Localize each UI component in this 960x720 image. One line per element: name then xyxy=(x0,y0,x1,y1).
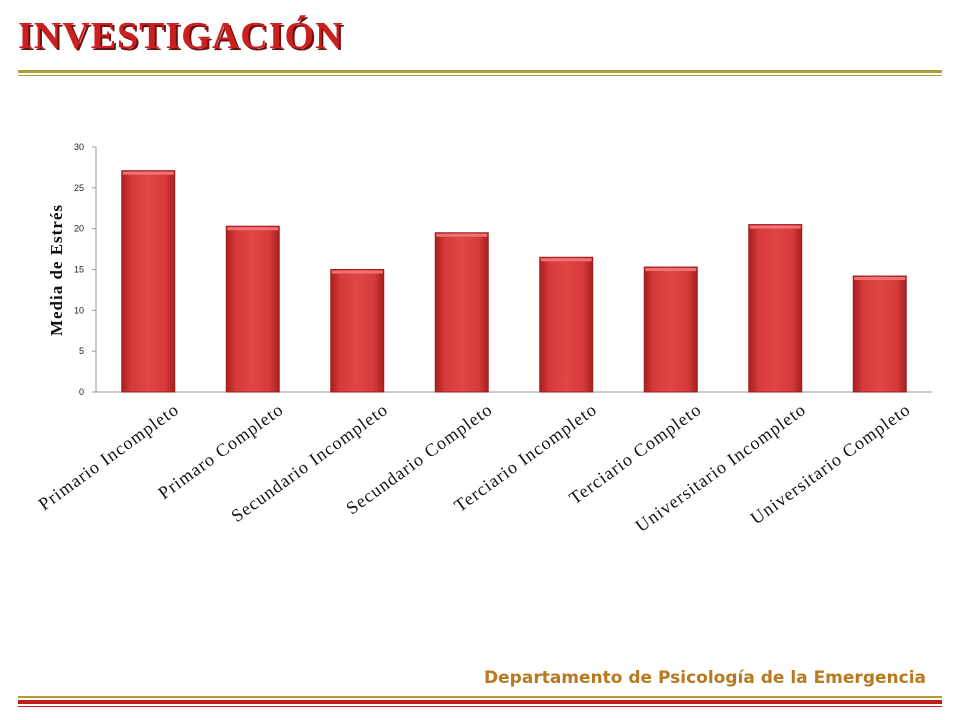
x-category-label: Universitario Incompleto xyxy=(632,399,810,536)
bar-body xyxy=(748,224,803,393)
y-tick-label: 20 xyxy=(74,224,84,234)
y-tick-label: 15 xyxy=(74,265,84,275)
bar-body xyxy=(434,232,489,393)
footer-department: Departamento de Psicología de la Emergen… xyxy=(484,668,926,688)
y-tick-label: 25 xyxy=(74,183,84,193)
bar-highlight xyxy=(227,227,279,231)
bar xyxy=(121,170,176,393)
bar-highlight xyxy=(540,258,592,262)
y-tick-label: 0 xyxy=(79,387,84,397)
x-category-label: Primario Incompleto xyxy=(35,399,183,514)
y-tick-label: 5 xyxy=(79,346,84,356)
title-rule-thin xyxy=(18,75,942,76)
bar-highlight xyxy=(331,270,383,274)
bar xyxy=(748,224,803,393)
bar xyxy=(643,266,698,393)
y-axis-title: Media de Estrés xyxy=(47,204,66,336)
bar-highlight xyxy=(749,225,801,229)
bar-highlight xyxy=(645,268,697,272)
title-rule-thick xyxy=(18,70,942,73)
footer-rule-red-thin xyxy=(18,706,942,707)
footer-rule-red-thick xyxy=(18,700,942,704)
bar xyxy=(330,269,385,393)
y-tick-label: 30 xyxy=(74,142,84,152)
bar-body xyxy=(225,225,280,393)
footer-rule-gold xyxy=(18,696,942,698)
bar-highlight xyxy=(854,277,906,281)
bar-body xyxy=(539,256,594,393)
slide-title: INVESTIGACIÓN xyxy=(18,15,344,57)
bar xyxy=(539,256,594,393)
bar-body xyxy=(121,170,176,393)
bar-body xyxy=(852,275,907,393)
bar-body xyxy=(643,266,698,393)
bar-body xyxy=(330,269,385,393)
bar-highlight xyxy=(122,171,174,175)
bar xyxy=(225,225,280,393)
bar xyxy=(434,232,489,393)
bar-highlight xyxy=(436,233,488,237)
y-tick-label: 10 xyxy=(74,305,84,315)
bar xyxy=(852,275,907,393)
